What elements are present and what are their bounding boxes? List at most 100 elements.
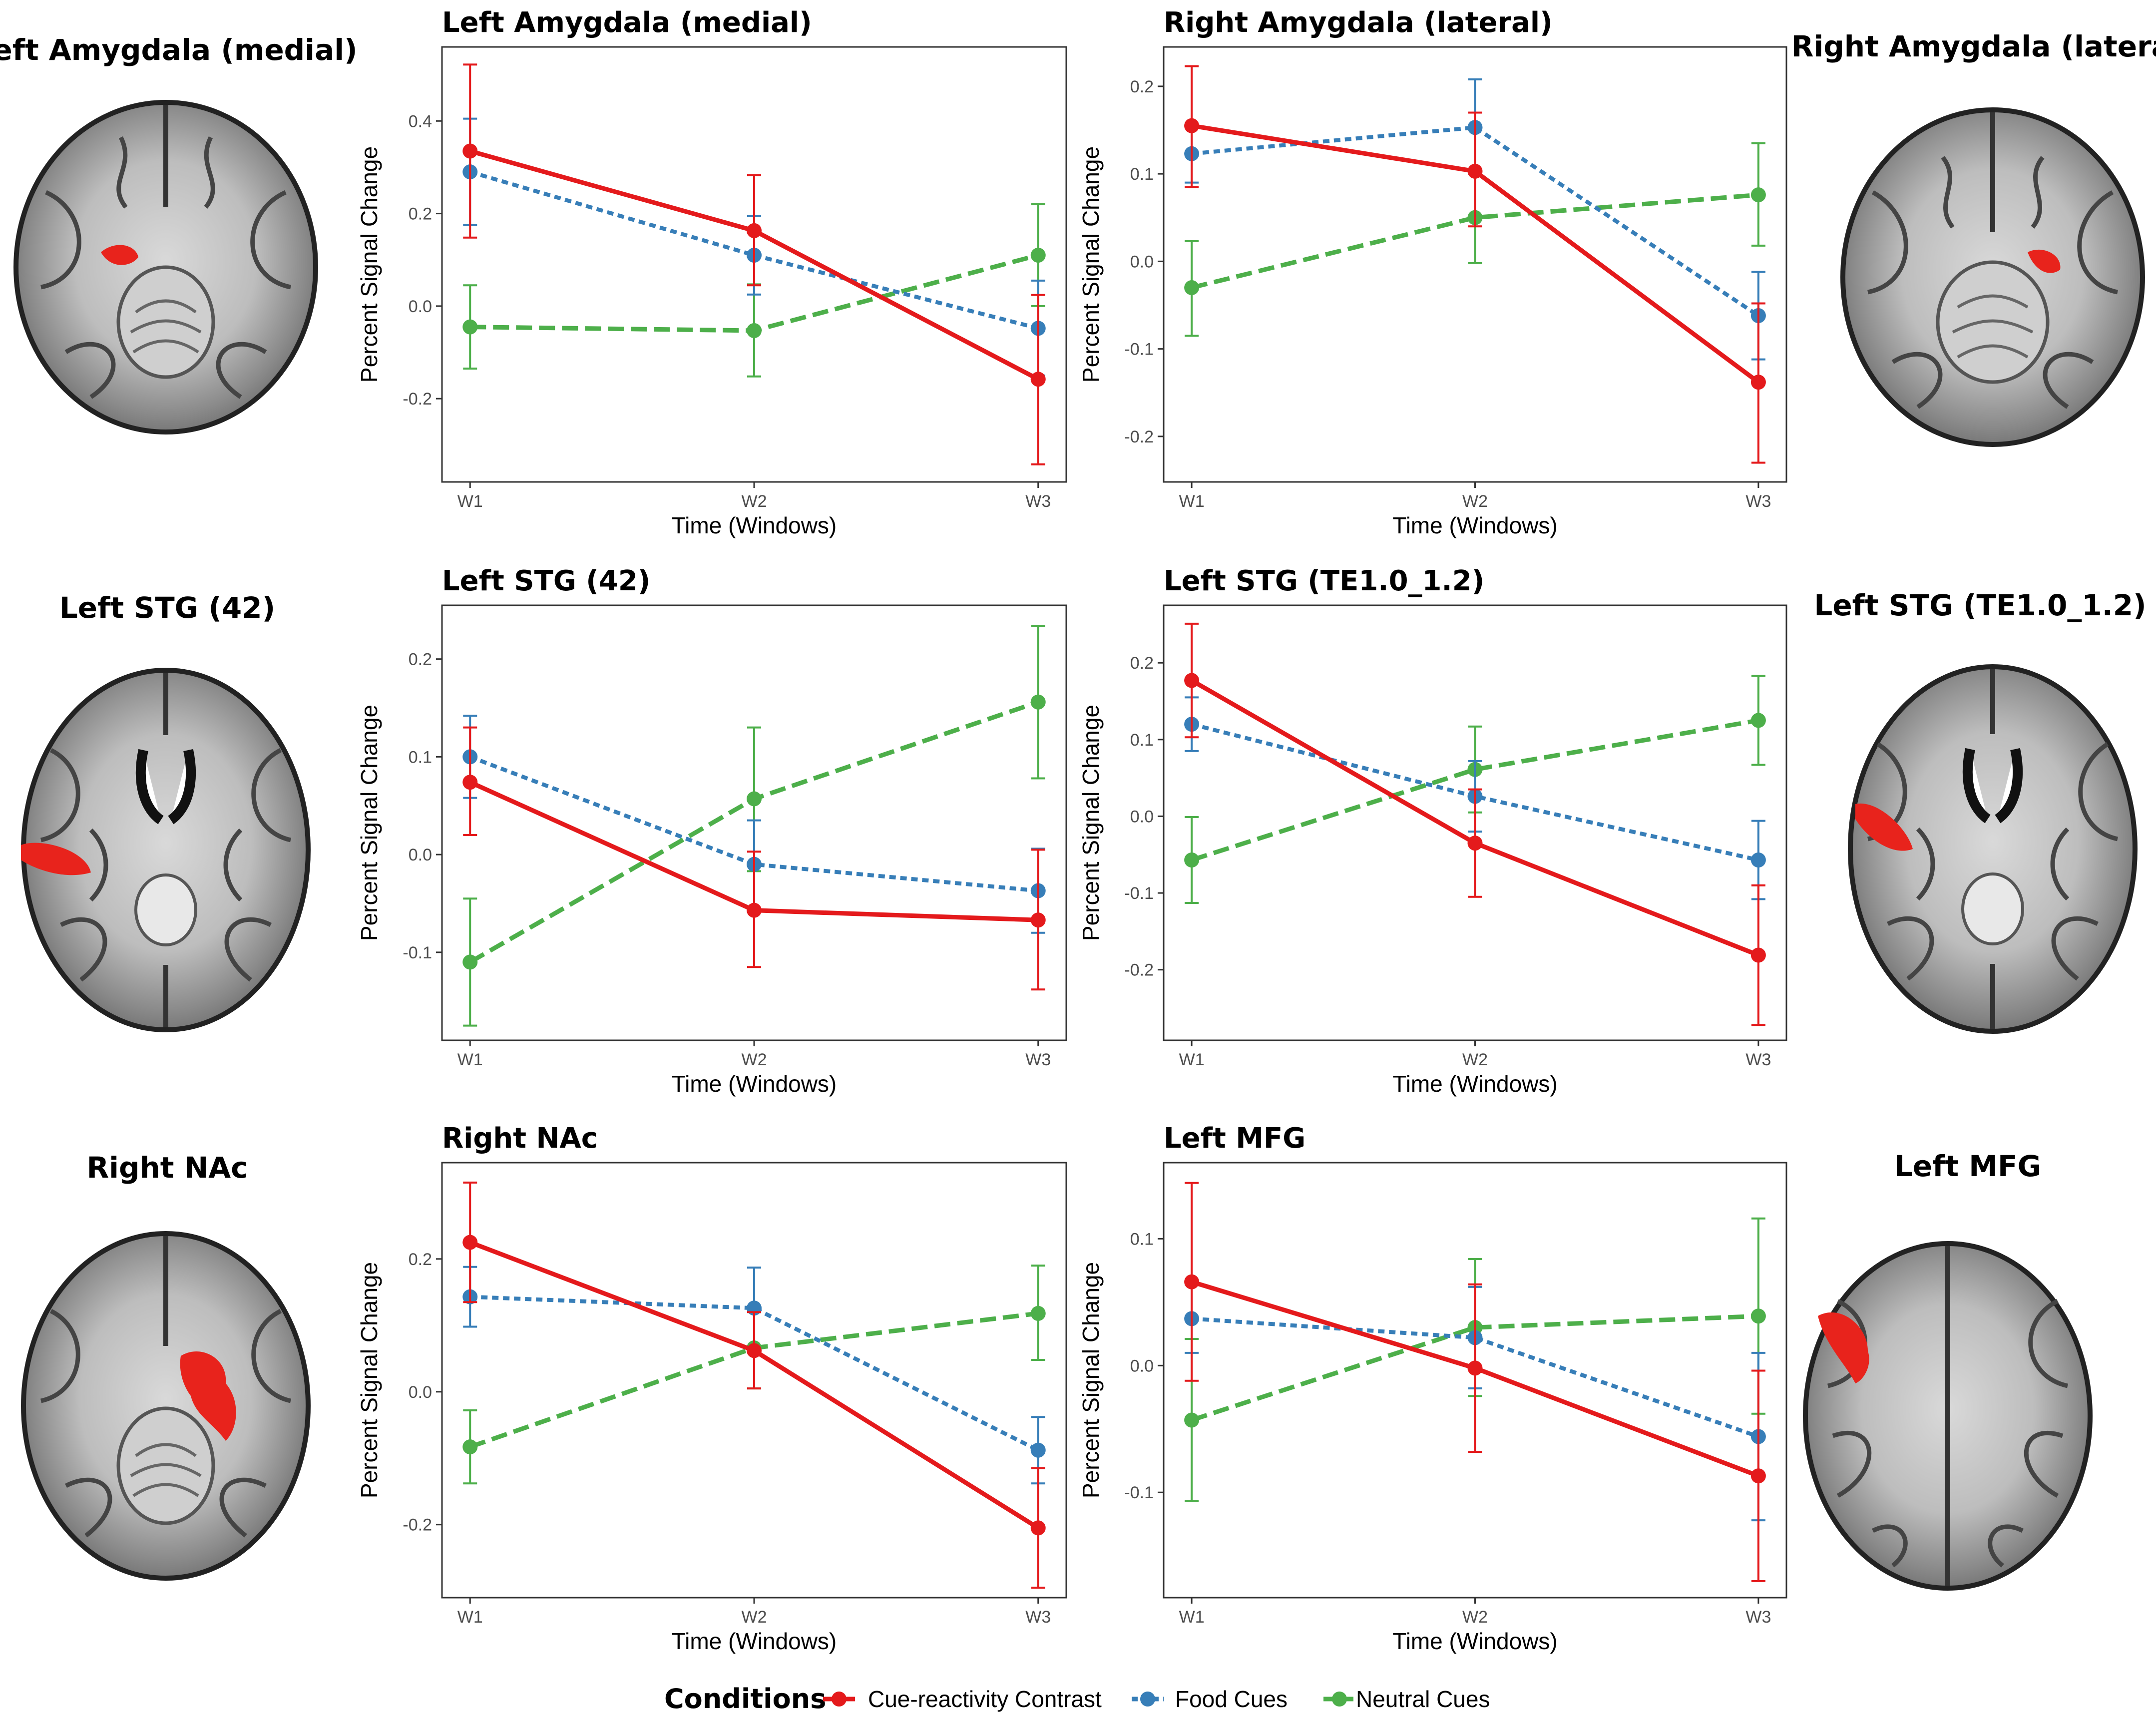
series-neutral <box>462 625 1046 1027</box>
x-axis-title: Time (Windows) <box>1392 1071 1558 1097</box>
chart-panel: Left Amygdala (medial) 0.4 0.2 0.0 -0.2 W1 W2 W… <box>356 6 1067 538</box>
brain-panel-right-nac: Right NAc <box>21 1151 311 1581</box>
legend-label: Neutral Cues <box>1356 1686 1490 1712</box>
data-point <box>1030 372 1046 387</box>
brain-slice-image <box>1840 107 2145 447</box>
series-line <box>1191 722 1759 862</box>
series-line <box>469 755 1039 893</box>
brain-slice-image <box>13 100 318 434</box>
brain-slice-image <box>21 668 311 1032</box>
data-point <box>1184 1412 1200 1428</box>
y-tick-label: -0.1 <box>1124 1483 1154 1502</box>
x-axis-title: Time (Windows) <box>1392 512 1558 538</box>
x-tick-label: W2 <box>1462 492 1488 511</box>
y-tick-label: -0.2 <box>403 390 432 409</box>
data-point <box>1184 118 1200 133</box>
roi-highlight <box>180 1351 236 1441</box>
data-point <box>462 775 478 790</box>
y-tick-label: 0.0 <box>1130 1356 1154 1375</box>
chart-panel: Left STG (TE1.0_1.2) 0.2 0.1 0.0 -0.1 -0.2 W1 W… <box>1078 565 1787 1097</box>
chart-grid: Left Amygdala (medial) 0.4 0.2 0.0 -0.2 W1 W2 W… <box>356 6 1787 1654</box>
data-point <box>462 1439 478 1455</box>
data-point <box>747 223 762 238</box>
roi-highlight <box>1855 803 1913 851</box>
chart-title: Left MFG <box>1164 1122 1305 1155</box>
legend-item-food-cues[interactable]: Food Cues <box>1132 1686 1288 1712</box>
chart-panel: Left STG (42) 0.2 0.1 0.0 -0.1 W1 W2 W3 Time (Wi… <box>356 565 1067 1097</box>
brain-title: Left Amygdala (medial) <box>0 33 358 67</box>
y-axis-title: Percent Signal Change <box>1078 705 1104 941</box>
data-point <box>1030 1305 1046 1321</box>
y-tick-label: -0.2 <box>403 1516 432 1535</box>
x-tick-label: W1 <box>1179 1050 1205 1069</box>
series-cue <box>462 63 1046 465</box>
y-tick-label: -0.1 <box>403 943 432 962</box>
data-point <box>462 954 478 970</box>
y-tick-label: 0.1 <box>1130 165 1154 184</box>
data-point <box>1030 1442 1046 1458</box>
brain-title: Right NAc <box>86 1151 248 1185</box>
data-point <box>1750 1468 1766 1484</box>
brain-panel-left-stg-te: Left STG (TE1.0_1.2) <box>1814 588 2147 1034</box>
y-tick-label: -0.1 <box>1124 340 1154 359</box>
legend-marker <box>1140 1692 1155 1707</box>
data-point <box>1184 673 1200 688</box>
data-point <box>747 1343 762 1358</box>
brain-panel-left-amygdala: Left Amygdala (medial) <box>0 33 358 434</box>
y-axis-title: Percent Signal Change <box>356 705 382 941</box>
data-point <box>1184 853 1200 868</box>
legend-marker <box>1332 1692 1347 1707</box>
brain-slice-image <box>1803 1241 2093 1591</box>
series-cue <box>1184 622 1766 1026</box>
series-neutral <box>1184 142 1766 337</box>
x-tick-label: W3 <box>1745 1608 1771 1627</box>
brain-title: Left MFG <box>1894 1149 2041 1183</box>
y-tick-label: -0.2 <box>1124 428 1154 446</box>
y-axis-title: Percent Signal Change <box>1078 146 1104 383</box>
data-point <box>1030 1520 1046 1536</box>
x-axis-title: Time (Windows) <box>1392 1628 1558 1654</box>
y-tick-label: 0.0 <box>1130 807 1154 826</box>
x-axis-title: Time (Windows) <box>672 1628 837 1654</box>
series-cue <box>1184 65 1766 464</box>
chart-panel: Right NAc 0.2 0.0 -0.2 W1 W2 W3 Time (Windows) P… <box>356 1122 1067 1654</box>
x-axis-title: Time (Windows) <box>672 1071 837 1097</box>
brain-slice-image <box>21 1231 311 1581</box>
x-tick-label: W3 <box>1745 1050 1771 1069</box>
series-line <box>1191 1313 1759 1422</box>
chart-title: Right NAc <box>442 1122 598 1155</box>
brain-panel-left-stg-42: Left STG (42) <box>21 591 311 1032</box>
chart-title: Left STG (TE1.0_1.2) <box>1164 565 1484 597</box>
y-tick-label: 0.1 <box>409 748 432 767</box>
legend-title: Conditions <box>664 1683 826 1715</box>
y-axis-title: Percent Signal Change <box>356 146 382 383</box>
y-tick-label: 0.2 <box>1130 654 1154 673</box>
data-point <box>1750 853 1766 868</box>
roi-highlight <box>101 245 138 265</box>
chart-title: Right Amygdala (lateral) <box>1164 6 1553 39</box>
roi-highlight <box>21 843 91 875</box>
legend-item-neutral-cues[interactable]: Neutral Cues <box>1323 1686 1490 1712</box>
x-tick-label: W1 <box>457 1050 483 1069</box>
x-tick-label: W2 <box>742 1050 767 1069</box>
x-tick-label: W3 <box>1025 1050 1051 1069</box>
y-tick-label: 0.2 <box>1130 77 1154 96</box>
y-axis-title: Percent Signal Change <box>1078 1262 1104 1498</box>
y-tick-label: 0.0 <box>409 846 432 864</box>
data-point <box>747 323 762 339</box>
series-line <box>1191 125 1760 318</box>
legend-item-cue-reactivity[interactable]: Cue-reactivity Contrast <box>823 1686 1102 1712</box>
legend-label: Food Cues <box>1175 1686 1288 1712</box>
y-axis-title: Percent Signal Change <box>356 1262 382 1498</box>
legend-label: Cue-reactivity Contrast <box>868 1686 1102 1712</box>
x-tick-label: W1 <box>1179 492 1205 511</box>
data-point <box>1184 280 1200 295</box>
series-cue <box>1184 1182 1766 1582</box>
x-tick-label: W3 <box>1745 492 1771 511</box>
y-tick-label: 0.1 <box>1130 731 1154 750</box>
brain-slice-image <box>1848 664 2138 1034</box>
data-point <box>462 143 478 159</box>
x-tick-label: W2 <box>1462 1050 1488 1069</box>
legend-marker <box>832 1692 847 1707</box>
x-tick-label: W2 <box>742 1608 767 1627</box>
